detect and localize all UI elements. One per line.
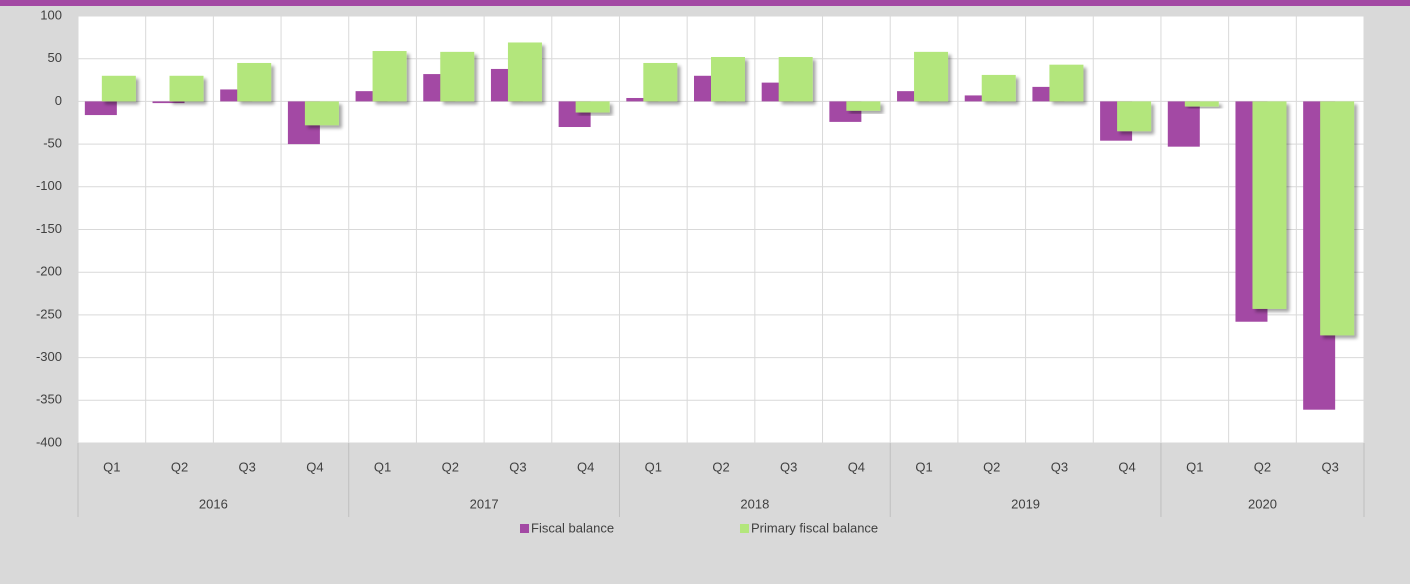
bar <box>440 51 475 102</box>
bar <box>101 75 136 102</box>
x-tick-label: Q4 <box>1118 459 1135 474</box>
bar <box>1167 101 1200 147</box>
bar <box>1252 101 1287 309</box>
group-label: 2016 <box>199 496 228 511</box>
x-tick-label: Q1 <box>645 459 662 474</box>
bar <box>1049 64 1084 102</box>
x-tick-label: Q2 <box>1254 459 1271 474</box>
top-band <box>0 0 1410 6</box>
x-tick-label: Q2 <box>442 459 459 474</box>
bar <box>711 56 745 102</box>
bar <box>1117 101 1152 132</box>
bar <box>575 101 610 113</box>
x-tick-label: Q2 <box>712 459 729 474</box>
bar <box>626 97 659 102</box>
x-tick-label: Q2 <box>983 459 1000 474</box>
bar <box>152 101 185 104</box>
x-tick-label: Q3 <box>239 459 256 474</box>
y-tick-label: -50 <box>43 136 62 151</box>
x-tick-label: Q4 <box>577 459 594 474</box>
y-tick-label: -250 <box>36 306 62 321</box>
bar <box>355 91 388 102</box>
bar <box>964 95 997 102</box>
x-tick-label: Q1 <box>1186 459 1203 474</box>
bar <box>304 101 339 126</box>
legend-label: Fiscal balance <box>531 520 614 535</box>
bar <box>84 101 117 116</box>
bar <box>507 42 542 102</box>
legend-swatch <box>740 524 749 533</box>
y-tick-label: 50 <box>48 50 62 65</box>
y-tick-label: -100 <box>36 178 62 193</box>
y-tick-label: 0 <box>55 93 62 108</box>
bar <box>237 62 272 102</box>
bar <box>643 62 678 102</box>
bar <box>220 89 253 102</box>
legend-swatch <box>520 524 529 533</box>
bar <box>1320 101 1355 336</box>
y-tick-label: -400 <box>36 434 62 449</box>
x-tick-label: Q3 <box>509 459 526 474</box>
y-tick-label: -200 <box>36 264 62 279</box>
bar <box>914 51 949 102</box>
y-tick-label: -350 <box>36 392 62 407</box>
bar <box>169 75 204 102</box>
group-label: 2018 <box>740 496 769 511</box>
group-label: 2020 <box>1248 496 1277 511</box>
bar <box>778 56 813 102</box>
x-tick-label: Q4 <box>848 459 865 474</box>
y-tick-label: -300 <box>36 349 62 364</box>
x-tick-label: Q3 <box>780 459 797 474</box>
y-tick-label: 100 <box>40 7 62 22</box>
bar <box>1184 101 1219 107</box>
bar <box>897 91 930 102</box>
x-tick-label: Q1 <box>915 459 932 474</box>
x-tick-label: Q4 <box>306 459 323 474</box>
x-tick-label: Q3 <box>1321 459 1338 474</box>
x-tick-label: Q3 <box>1051 459 1068 474</box>
x-tick-label: Q1 <box>374 459 391 474</box>
x-tick-label: Q1 <box>103 459 120 474</box>
bar <box>981 74 1016 102</box>
bar <box>372 51 407 102</box>
bar <box>846 101 881 111</box>
legend-label: Primary fiscal balance <box>751 520 878 535</box>
x-tick-label: Q2 <box>171 459 188 474</box>
group-label: 2017 <box>470 496 499 511</box>
y-tick-label: -150 <box>36 221 62 236</box>
group-label: 2019 <box>1011 496 1040 511</box>
